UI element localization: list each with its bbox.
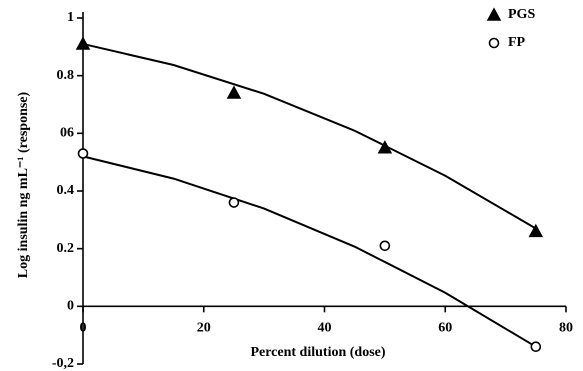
fit-curve — [82, 42, 537, 230]
x-tick-label: 20 — [197, 321, 211, 336]
fit-curve — [82, 155, 537, 348]
x-tick-label: 40 — [318, 321, 332, 336]
legend-marker — [486, 7, 502, 21]
x-axis-label: Percent dilution (dose) — [250, 345, 385, 360]
y-axis-label: Log insulin ng mL⁻¹ (response) — [16, 91, 31, 278]
y-tick-label: 0.4 — [57, 183, 75, 198]
legend-label: FP — [508, 35, 526, 50]
data-point — [75, 36, 91, 50]
data-point — [77, 148, 89, 159]
y-tick-label: 1 — [67, 10, 74, 25]
data-point — [530, 341, 542, 353]
y-tick-label: 0.2 — [57, 241, 75, 256]
x-tick-label: 0 — [80, 321, 87, 336]
data-point — [377, 140, 393, 154]
y-tick-label: 0 — [67, 299, 74, 314]
x-tick-label: 80 — [559, 321, 573, 336]
data-point — [379, 240, 391, 252]
data-point — [226, 85, 242, 99]
x-tick-label: 60 — [438, 321, 452, 336]
legend-label: PGS — [508, 7, 535, 22]
data-point — [528, 223, 544, 238]
y-tick-label: 0.8 — [57, 68, 75, 83]
legend-marker — [488, 37, 500, 49]
data-point — [228, 197, 240, 208]
y-tick-label: 06 — [60, 126, 74, 141]
y-tick-label: -0,2 — [52, 356, 74, 371]
